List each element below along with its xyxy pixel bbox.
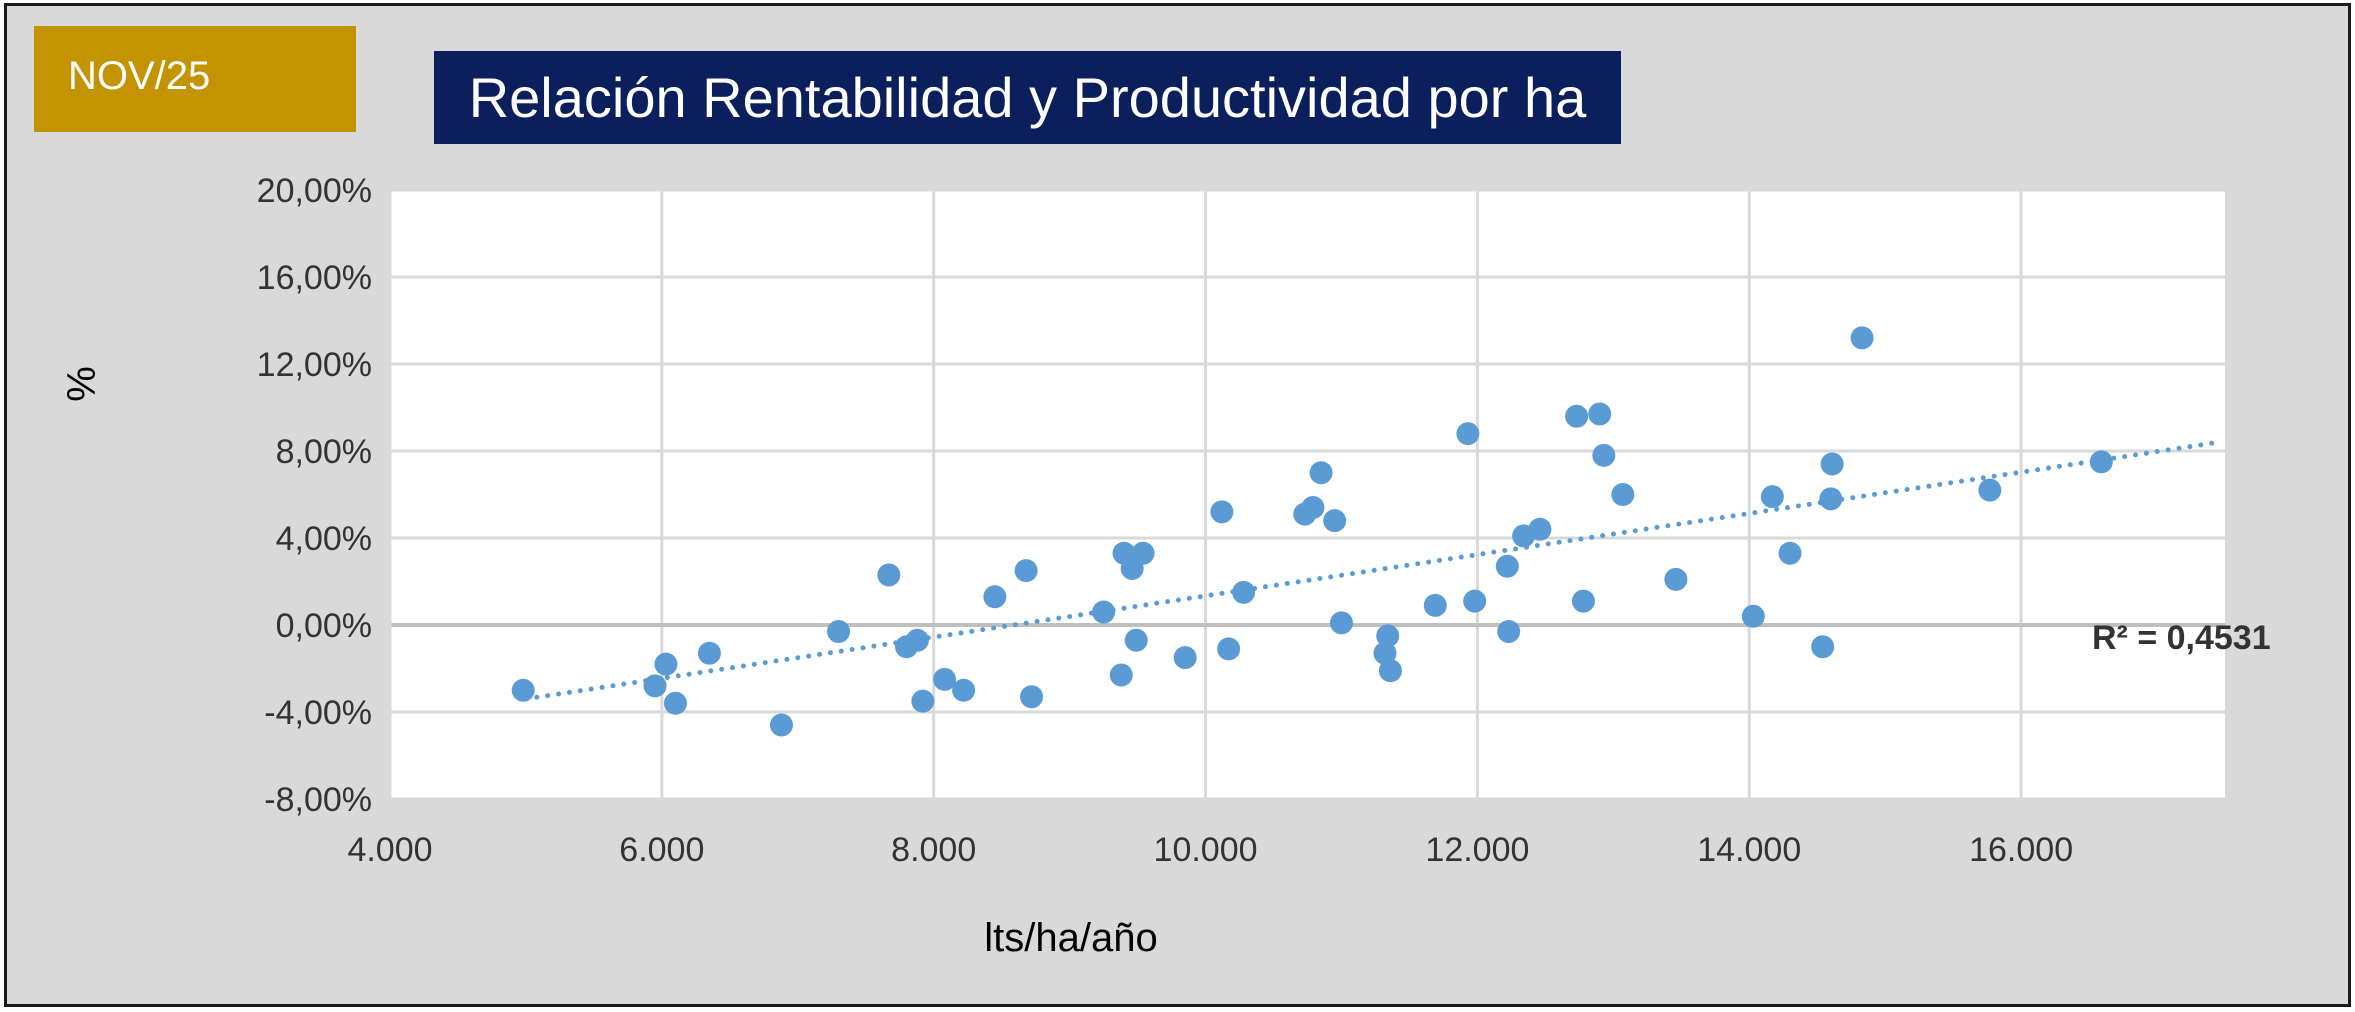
data-point: [1376, 624, 1400, 648]
data-point: [1820, 452, 1844, 476]
data-point: [1760, 485, 1784, 509]
data-point: [1664, 567, 1688, 591]
scatter-chart: 20,00% 16,00% 12,00% 8,00% 4,00% 0,00% -4,00% -…: [60, 172, 2271, 960]
data-point: [1423, 593, 1447, 617]
data-point: [1124, 628, 1148, 652]
data-point: [654, 652, 678, 676]
data-point: [1378, 659, 1402, 683]
data-point: [1217, 637, 1241, 661]
data-point: [1497, 620, 1521, 644]
data-point: [983, 585, 1007, 609]
y-tick-label: 8,00%: [276, 433, 372, 471]
data-point: [1309, 461, 1333, 485]
data-point: [1741, 604, 1765, 628]
data-point: [1210, 500, 1234, 524]
data-point: [1329, 611, 1353, 635]
data-point: [1592, 443, 1616, 467]
data-point: [1850, 326, 1874, 350]
data-point: [663, 691, 687, 715]
data-point: [1571, 589, 1595, 613]
data-point: [511, 678, 535, 702]
data-point: [933, 667, 957, 691]
data-point: [769, 713, 793, 737]
x-tick-label: 10.000: [1154, 831, 1258, 869]
data-point: [1456, 422, 1480, 446]
data-point: [1565, 404, 1589, 428]
data-point: [1978, 478, 2002, 502]
data-point: [905, 628, 929, 652]
data-point: [1528, 517, 1552, 541]
y-tick-label: -8,00%: [264, 781, 372, 819]
data-point: [877, 563, 901, 587]
data-point: [1092, 600, 1116, 624]
y-tick-label: 0,00%: [276, 607, 372, 645]
data-point: [2089, 450, 2113, 474]
plot-area: [390, 190, 2225, 799]
data-point: [1495, 554, 1519, 578]
data-point: [1323, 509, 1347, 533]
y-tick-label: -4,00%: [264, 694, 372, 732]
data-point: [1819, 487, 1843, 511]
x-tick-label: 12.000: [1425, 831, 1529, 869]
x-tick-label: 6.000: [619, 831, 704, 869]
data-point: [697, 641, 721, 665]
data-point: [1109, 663, 1133, 687]
y-tick-label: 12,00%: [257, 346, 372, 384]
data-point: [1173, 646, 1197, 670]
data-point: [1014, 559, 1038, 583]
trendline: [523, 439, 2221, 702]
y-tick-label: 20,00%: [257, 172, 372, 210]
data-point: [1811, 635, 1835, 659]
chart-frame: NOV/25 Relación Rentabilidad y Productiv…: [4, 3, 2351, 1007]
data-point: [1588, 402, 1612, 426]
data-point: [1301, 496, 1325, 520]
y-axis-title: %: [60, 366, 104, 402]
data-point: [1131, 541, 1155, 565]
data-point: [1020, 685, 1044, 709]
y-tick-label: 16,00%: [257, 259, 372, 297]
x-axis-title: lts/ha/año: [984, 916, 1157, 960]
data-point: [1611, 483, 1635, 506]
y-tick-label: 4,00%: [276, 520, 372, 558]
r-squared-label: R² = 0,4531: [2092, 619, 2271, 657]
data-point: [1373, 641, 1397, 665]
data-point: [1463, 589, 1487, 613]
data-point: [827, 620, 851, 644]
data-point: [952, 678, 976, 702]
data-point: [911, 689, 935, 713]
data-point: [1232, 580, 1256, 604]
x-tick-label: 16.000: [1969, 831, 2073, 869]
x-tick-label: 8.000: [891, 831, 976, 869]
chart-title: Relación Rentabilidad y Productividad po…: [434, 51, 1621, 144]
x-tick-label: 14.000: [1697, 831, 1801, 869]
data-point: [1778, 541, 1802, 565]
data-point: [643, 674, 667, 698]
date-badge: NOV/25: [34, 26, 356, 132]
x-tick-label: 4.000: [347, 831, 432, 869]
